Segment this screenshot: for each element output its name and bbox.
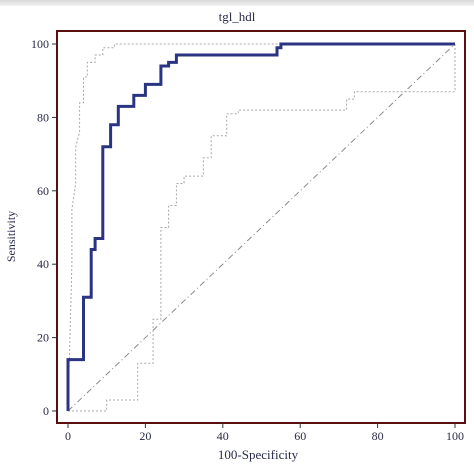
reference-diagonal-line (67, 43, 456, 412)
plot-frame (56, 30, 466, 424)
y-tick-label: 60 (37, 184, 49, 198)
y-tick-label: 80 (37, 110, 49, 124)
x-tick-label: 0 (65, 429, 71, 443)
x-tick-label: 60 (294, 429, 306, 443)
x-tick-label: 100 (446, 429, 464, 443)
roc-line (66, 42, 455, 411)
y-tick-label: 40 (37, 257, 49, 271)
top-window-bar (0, 0, 474, 6)
upper-confidence-band-line (67, 43, 455, 412)
chart-title: tgl_hdl (218, 9, 256, 24)
x-tick-label: 20 (139, 429, 151, 443)
x-tick-label: 40 (217, 429, 229, 443)
y-tick-label: 0 (43, 404, 49, 418)
x-tick-label: 80 (372, 429, 384, 443)
y-tick-label: 20 (37, 331, 49, 345)
x-axis-label: 100-Specificity (217, 447, 299, 462)
y-tick-label: 100 (31, 37, 49, 51)
